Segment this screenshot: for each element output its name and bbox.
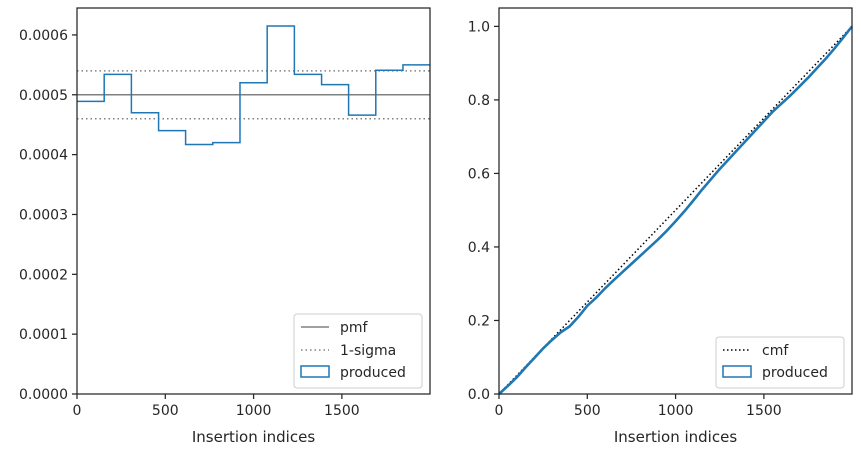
legend-produced-label: produced [340,365,406,381]
right-x-axis-label: Insertion indices [614,428,737,446]
right-x-ticks: 0 500 1000 1500 [495,394,782,419]
left-x-axis-label: Insertion indices [192,428,315,446]
y-tick-label: 1.0 [468,19,490,35]
x-tick-label: 500 [152,403,179,419]
x-tick-label: 1000 [236,403,272,419]
y-tick-label: 0.8 [468,93,490,109]
y-tick-label: 0.0 [468,387,490,403]
y-tick-label: 0.0001 [19,327,68,343]
cmf-line [498,25,853,395]
right-axes-frame [498,7,853,395]
y-tick-label: 0.0002 [19,267,68,283]
y-tick-label: 0.2 [468,313,490,329]
legend-cmf-label: cmf [762,343,789,359]
right-panel: 0 500 1000 1500 0.0 0.2 0.4 0.6 0.8 1.0 Insertio… [468,7,854,446]
y-tick-label: 0.4 [468,240,490,256]
x-tick-label: 1500 [746,403,782,419]
left-plot-area [77,25,430,146]
y-tick-label: 0.0000 [19,387,68,403]
right-y-ticks: 0.0 0.2 0.4 0.6 0.8 1.0 [468,19,499,403]
legend-produced-label-right: produced [762,365,828,381]
left-x-ticks: 0 500 1000 1500 [73,394,360,419]
x-tick-label: 0 [73,403,82,419]
legend-produced-swatch-right [722,365,752,378]
x-tick-label: 1000 [658,403,694,419]
left-y-ticks: 0.0000 0.0001 0.0002 0.0003 0.0004 0.0005 0.00… [19,28,77,403]
left-legend-box [293,313,423,389]
y-tick-label: 0.6 [468,166,490,182]
y-tick-label: 0.0005 [19,88,68,104]
x-tick-label: 1500 [324,403,360,419]
legend-produced-swatch [300,365,330,378]
y-tick-label: 0.0003 [19,207,68,223]
legend-pmf-label: pmf [340,320,369,336]
produced-step-series [77,25,430,146]
left-panel: 0 500 1000 1500 0.00000.00010.00020.00030.0… [19,7,431,446]
produced-cumulative-series [498,25,854,395]
left-legend: pmf 1-sigma produced [293,313,423,389]
y-tick-label: 0.0004 [19,148,68,164]
legend-sigma-label: 1-sigma [340,343,396,359]
right-legend: cmf produced [715,336,845,389]
x-tick-label: 0 [495,403,504,419]
x-tick-label: 500 [574,403,601,419]
y-tick-label: 0.0006 [19,28,68,44]
right-plot-area [498,25,854,395]
